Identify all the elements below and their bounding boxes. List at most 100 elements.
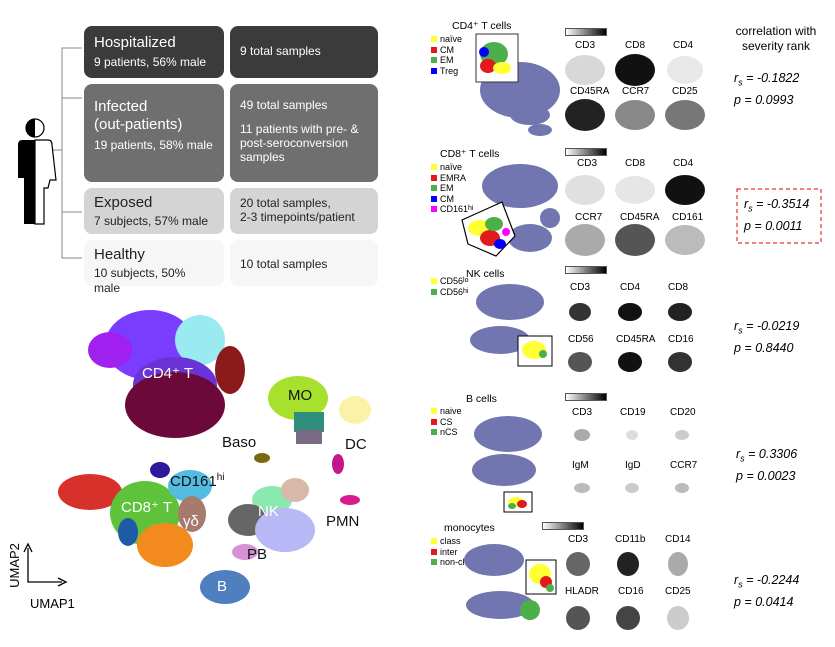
legend-item: inter — [431, 547, 479, 558]
cohort-title: Infected — [94, 98, 148, 115]
marker-label: CD8 — [668, 282, 689, 293]
umap-label-nk: NK — [258, 503, 279, 520]
legend-item: CD161 hi — [431, 204, 473, 215]
legend-label: CD56 — [440, 276, 464, 286]
marker-label: CD161 — [672, 212, 704, 223]
colorscale-b — [565, 393, 607, 401]
legend-b: naive CS nCS — [431, 406, 462, 438]
correlation-header-line2: severity rank — [741, 39, 811, 53]
cohort-subtitle: 9 patients, 56% male — [94, 55, 207, 69]
marker-label: CD3 — [568, 534, 589, 545]
stat-b: rs = 0.3306 p = 0.0023 — [736, 446, 797, 485]
axis-umap2: UMAP2 — [6, 543, 22, 588]
marker-label: CCR7 — [575, 212, 603, 223]
legend-label: non-class — [440, 557, 479, 567]
legend-label: CM — [440, 44, 454, 55]
umap-label-cd161-sup: hi — [216, 472, 225, 483]
stat-p: p = 0.0414 — [734, 594, 794, 609]
cohort-title: Exposed — [94, 194, 153, 211]
panel-title-b: B cells — [466, 393, 497, 405]
stat-rs: rs = -0.1822 — [734, 70, 799, 92]
samples-healthy: 10 total samples — [230, 240, 378, 286]
umap-label-gd: γδ — [183, 513, 199, 530]
stat-cd8: rs = -0.3514 p = 0.0011 — [744, 196, 809, 235]
stat-rs-value: = -0.3514 — [752, 197, 810, 211]
stat-rs-subscript: s — [738, 325, 743, 336]
legend-item: naïve — [431, 162, 473, 173]
stat-rs: rs = -0.2244 — [734, 572, 799, 594]
stat-rs: rs = 0.3306 — [736, 446, 797, 468]
samples-text: 9 total samples — [240, 44, 321, 58]
legend-label: naïve — [440, 162, 463, 172]
samples-hospitalized: 9 total samples — [230, 26, 378, 78]
umap-label-pb: PB — [247, 546, 268, 563]
cohort-hospitalized: Hospitalized 9 patients, 56% male — [84, 26, 224, 78]
legend-label: class — [440, 536, 461, 546]
axis-umap1: UMAP1 — [30, 596, 75, 611]
legend-label: CS — [440, 416, 453, 427]
legend-label: CM — [440, 193, 454, 204]
samples-text: 49 total samples — [240, 98, 328, 112]
marker-plots-cd8 — [565, 175, 705, 256]
stat-rs: rs = -0.3514 — [744, 196, 809, 218]
stat-rs-symbol: r — [734, 573, 739, 587]
stat-rs: rs = -0.0219 — [734, 318, 799, 340]
cohort-bracket — [50, 47, 82, 259]
legend-cd8: naïve EMRA EM CM CD161 hi — [431, 162, 473, 215]
stat-nk: rs = -0.0219 p = 0.8440 — [734, 318, 799, 357]
umap-b-small — [472, 416, 542, 513]
legend-item: CM — [431, 194, 473, 205]
umap-nk-small — [470, 284, 553, 367]
legend-swatch — [431, 408, 437, 415]
umap-mono-small — [464, 544, 557, 620]
legend-item: CD56 hi — [431, 287, 468, 298]
person-icon — [18, 118, 57, 225]
legend-swatch — [431, 46, 437, 53]
marker-label: CD4 — [620, 282, 641, 293]
legend-label: EMRA — [440, 172, 467, 183]
marker-label: CD45RA — [570, 86, 610, 97]
legend-label: CD161 — [440, 204, 469, 214]
cohort-title-2: (out-patients) — [94, 116, 183, 133]
marker-label: CD19 — [620, 407, 646, 418]
samples-text: 2-3 timepoints/patient — [240, 210, 355, 224]
stat-rs-symbol: r — [736, 447, 741, 461]
stat-rs-value: = -0.2244 — [742, 573, 800, 587]
marker-label: CD3 — [577, 158, 598, 169]
legend-item: EM — [431, 183, 473, 194]
umap-label-cd4: CD4⁺ T — [142, 365, 193, 382]
umap-cd8-small — [461, 164, 560, 257]
legend-item: CM — [431, 45, 462, 56]
legend-item: class — [431, 536, 479, 547]
legend-swatch — [431, 548, 437, 555]
legend-swatch — [431, 195, 437, 202]
marker-label: IgD — [625, 460, 641, 471]
stat-mono: rs = -0.2244 p = 0.0414 — [734, 572, 799, 611]
legend-swatch — [431, 288, 437, 295]
panel-title-cd8: CD8⁺ T cells — [440, 148, 500, 160]
stat-rs-symbol: r — [744, 197, 749, 211]
marker-label: CD20 — [670, 407, 696, 418]
umap-cd4-small — [475, 33, 560, 136]
marker-label: CD16 — [668, 334, 694, 345]
marker-label: CD3 — [572, 407, 593, 418]
marker-label: CD3 — [570, 282, 591, 293]
stat-rs-symbol: r — [734, 71, 739, 85]
marker-label: CD8 — [625, 158, 646, 169]
legend-swatch — [431, 206, 437, 213]
legend-swatch — [431, 538, 437, 545]
marker-label: HLADR — [565, 586, 599, 597]
umap-label-cd8: CD8⁺ T — [121, 499, 172, 516]
marker-label: CD14 — [665, 534, 691, 545]
stat-rs-value: = 0.3306 — [744, 447, 798, 461]
samples-infected: 49 total samples 11 patients with pre- &… — [230, 84, 378, 182]
legend-swatch — [431, 418, 437, 425]
colorscale-nk — [565, 266, 607, 274]
legend-label: naïve — [440, 34, 463, 44]
correlation-header-line1: correlation with — [735, 24, 817, 38]
marker-label: CCR7 — [670, 460, 698, 471]
legend-cd4: naïve CM EM Treg — [431, 34, 462, 76]
legend-swatch — [431, 67, 437, 74]
legend-swatch — [431, 559, 437, 566]
